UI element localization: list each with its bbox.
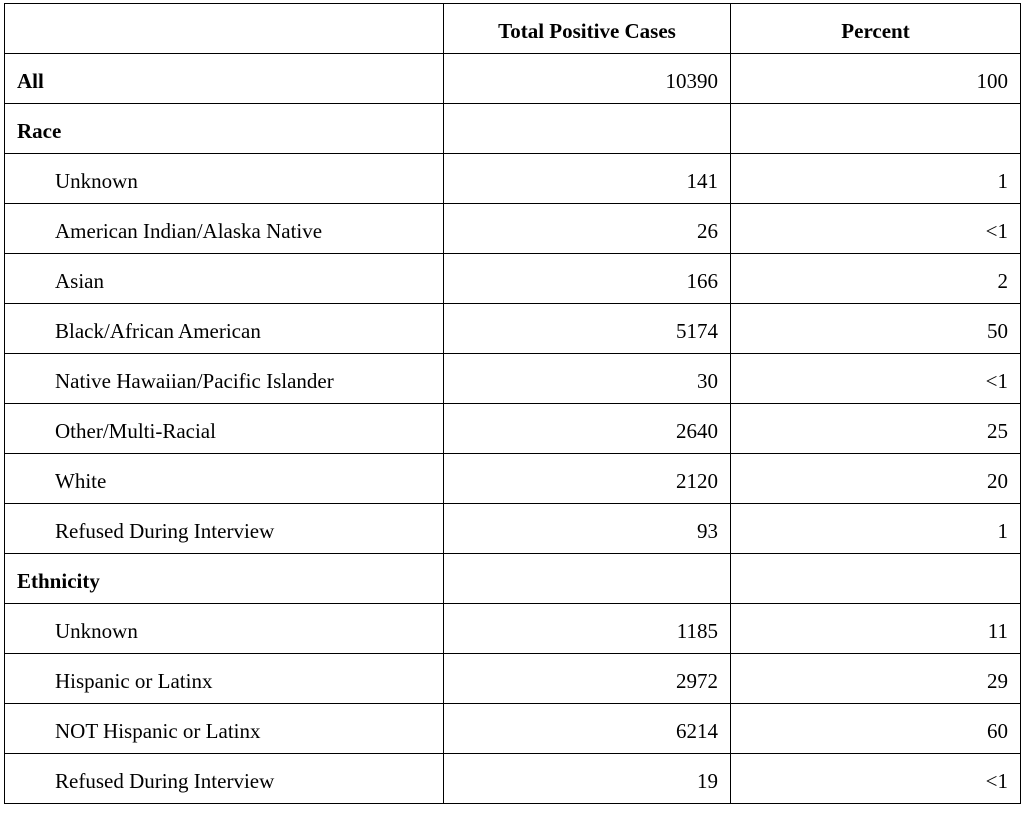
row-label: Refused During Interview	[4, 503, 444, 554]
cases-cell: 1185	[443, 603, 731, 654]
data-row: Hispanic or Latinx 2972 29	[4, 653, 1021, 704]
percent-cell: 100	[730, 53, 1021, 104]
column-header: Percent	[730, 3, 1021, 54]
cases-cell: 6214	[443, 703, 731, 754]
cases-cell: 30	[443, 353, 731, 404]
empty-header	[4, 3, 444, 54]
percent-cell: 25	[730, 403, 1021, 454]
percent-cell: 1	[730, 153, 1021, 204]
percent-cell: 29	[730, 653, 1021, 704]
section-row: Ethnicity	[4, 553, 1021, 604]
data-row: Refused During Interview 93 1	[4, 503, 1021, 554]
data-row: Unknown 1185 11	[4, 603, 1021, 654]
section-label: Ethnicity	[4, 553, 444, 604]
percent-cell: <1	[730, 753, 1021, 804]
row-label: NOT Hispanic or Latinx	[4, 703, 444, 754]
cases-table: Total Positive Cases Percent All 10390 100…	[4, 3, 1021, 804]
data-row: White 2120 20	[4, 453, 1021, 504]
cases-cell: 166	[443, 253, 731, 304]
percent-cell: 1	[730, 503, 1021, 554]
data-row: All 10390 100	[4, 53, 1021, 104]
cases-cell: 10390	[443, 53, 731, 104]
row-label: Native Hawaiian/Pacific Islander	[4, 353, 444, 404]
section-row: Race	[4, 103, 1021, 154]
cases-cell: 19	[443, 753, 731, 804]
empty-cell	[730, 103, 1021, 154]
percent-cell: 11	[730, 603, 1021, 654]
column-header: Total Positive Cases	[443, 3, 731, 54]
cases-cell: 141	[443, 153, 731, 204]
row-label: Hispanic or Latinx	[4, 653, 444, 704]
data-row: American Indian/Alaska Native 26 <1	[4, 203, 1021, 254]
cases-cell: 26	[443, 203, 731, 254]
row-label: Other/Multi-Racial	[4, 403, 444, 454]
row-label: Asian	[4, 253, 444, 304]
percent-cell: 60	[730, 703, 1021, 754]
row-label: Unknown	[4, 603, 444, 654]
row-label: Unknown	[4, 153, 444, 204]
cases-cell: 2972	[443, 653, 731, 704]
empty-cell	[443, 103, 731, 154]
percent-cell: 2	[730, 253, 1021, 304]
row-label: American Indian/Alaska Native	[4, 203, 444, 254]
data-row: Black/African American 5174 50	[4, 303, 1021, 354]
percent-cell: <1	[730, 203, 1021, 254]
cases-cell: 2120	[443, 453, 731, 504]
row-label: Refused During Interview	[4, 753, 444, 804]
row-label: White	[4, 453, 444, 504]
cases-cell: 5174	[443, 303, 731, 354]
section-label: Race	[4, 103, 444, 154]
data-row: Refused During Interview 19 <1	[4, 753, 1021, 804]
empty-cell	[730, 553, 1021, 604]
data-row: Asian 166 2	[4, 253, 1021, 304]
data-row: Other/Multi-Racial 2640 25	[4, 403, 1021, 454]
percent-cell: <1	[730, 353, 1021, 404]
row-label: Black/African American	[4, 303, 444, 354]
header-row: Total Positive Cases Percent	[4, 3, 1021, 54]
table-body: Total Positive Cases Percent All 10390 100…	[4, 3, 1021, 804]
percent-cell: 20	[730, 453, 1021, 504]
data-row: Unknown 141 1	[4, 153, 1021, 204]
cases-cell: 93	[443, 503, 731, 554]
row-label: All	[4, 53, 444, 104]
data-row: Native Hawaiian/Pacific Islander 30 <1	[4, 353, 1021, 404]
percent-cell: 50	[730, 303, 1021, 354]
data-row: NOT Hispanic or Latinx 6214 60	[4, 703, 1021, 754]
cases-cell: 2640	[443, 403, 731, 454]
empty-cell	[443, 553, 731, 604]
